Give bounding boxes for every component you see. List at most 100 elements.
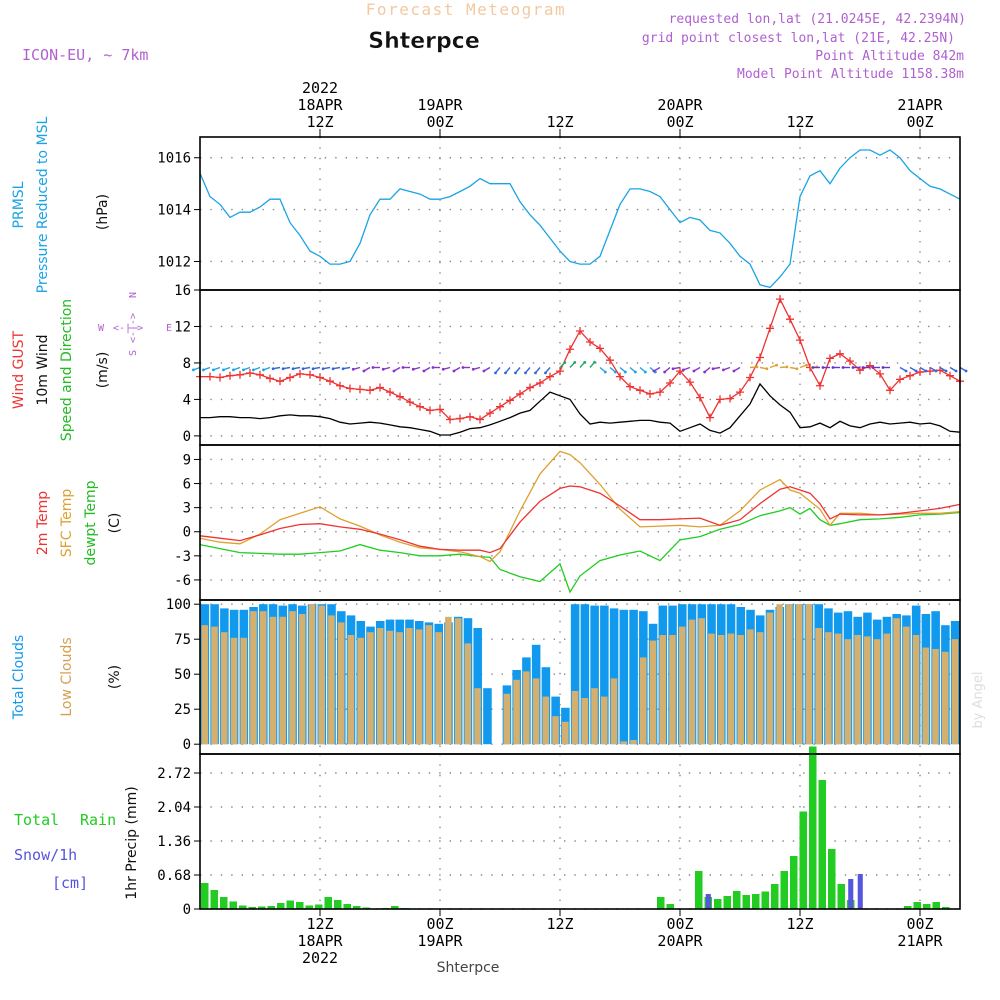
compass-e: E [166,323,172,334]
low-cloud-bar [834,633,842,745]
total-cloud-bar [473,628,482,745]
wind-arrow-head [692,369,696,373]
wind-arrow-head [861,366,865,369]
low-cloud-bar [698,618,705,745]
gust-marker [766,324,774,333]
requested-coords: requested lon,lat (21.0245E, 42.2394N) [669,12,966,27]
rain-bar [723,896,731,909]
wind-arrow-head [954,369,958,373]
gust-marker [606,356,614,365]
low-cloud-bar [893,618,900,745]
pressure-frame [199,136,961,291]
low-cloud-bar [737,635,744,745]
rain-bar [942,907,950,909]
wind-arrow-head [633,370,637,374]
low-cloud-bar [620,741,628,745]
gust-marker [896,375,904,384]
gust-marker [726,394,734,403]
compass-n: N [128,292,139,298]
gust-marker [436,405,444,414]
low-cloud-bar [289,611,296,745]
wind-tick-label: 0 [183,429,191,445]
wind-arrow-head [192,368,195,372]
bottom-time-label: 21APR [897,932,943,950]
gust-marker [206,372,214,381]
rain-bar [324,897,332,909]
total-cloud-bar [590,605,599,745]
low-cloud-bar [747,629,754,745]
low-cloud-bar [571,691,579,745]
gust-marker [716,395,724,404]
rain-bar [657,897,665,909]
rain-bar [818,780,826,909]
ms-unit-label: (m/s) [95,352,111,389]
low-cloud-bar [825,632,832,745]
rain-bar [904,906,912,909]
rain-bar [837,884,845,909]
wind-arrow-head [851,366,855,369]
low-cloud-bar [610,678,618,745]
rain-bar [932,902,940,909]
hpa-unit-label: (hPa) [95,194,111,230]
compass-arrow-v: <-|-> [128,313,139,343]
low-cloud-bar [591,688,598,745]
low-cloud-bar [854,635,861,745]
gust-marker [346,384,354,393]
low-cloud-bar [717,635,725,745]
rain-bar [799,811,807,909]
gust-marker [236,370,244,379]
low-cloud-bar [376,628,384,745]
wind-arrow-head [831,366,835,369]
low-cloud-bar [873,639,881,745]
rain-bar [752,894,760,909]
bottom-time-label: 00Z [906,915,933,933]
rain-bar [258,906,266,909]
wind-arrow-head [795,367,799,371]
gust-marker [586,337,594,346]
low-cloud-bar [454,618,462,745]
gust-marker [496,402,504,411]
gust-marker [706,413,714,422]
bottom-time-label: 12Z [306,915,333,933]
gust-marker [636,386,644,395]
low-cloud-bar [678,626,686,745]
gust-marker [596,344,604,353]
low-cloud-bar [220,632,228,745]
low-cloud-bar [201,625,209,745]
wind-arrow-head [775,363,778,367]
low-cloud-bar [581,698,589,745]
wind-tick-label: 4 [183,392,191,408]
wind-arrow-head [722,368,725,372]
low-cloud-bar [795,604,803,745]
precip-frame [199,753,961,910]
wind-arrow-head [682,368,685,372]
wind-arrow-head [785,365,789,369]
low-cloud-bar [406,628,413,745]
low-cloud-bar [318,605,325,745]
low-cloud-bar [367,632,374,745]
top-time-label: 12Z [546,113,573,131]
low-cloud-bar [298,614,306,745]
clouds-tick-label: 0 [183,737,191,753]
low-cloud-bar [932,649,939,745]
wind-arrow-head [805,363,808,367]
wind-arrow-head [232,368,235,372]
wind-arrow-head [904,369,908,373]
percent-unit-label: (%) [107,665,123,689]
low-cloud-bar [435,632,442,745]
gust-marker [406,398,414,407]
gust-marker [286,373,294,382]
gust-marker [536,379,544,387]
wind-10m-label: 10m Wind [35,334,51,405]
rain-bar [828,849,836,909]
wind-arrow-head [563,361,567,364]
gust-marker [886,386,894,395]
wind-arrow-head [504,371,507,375]
gust-marker [296,369,304,378]
gust-marker [696,393,704,402]
wind-arrow-head [524,371,527,375]
precip-tick-label: 0.68 [157,868,191,884]
